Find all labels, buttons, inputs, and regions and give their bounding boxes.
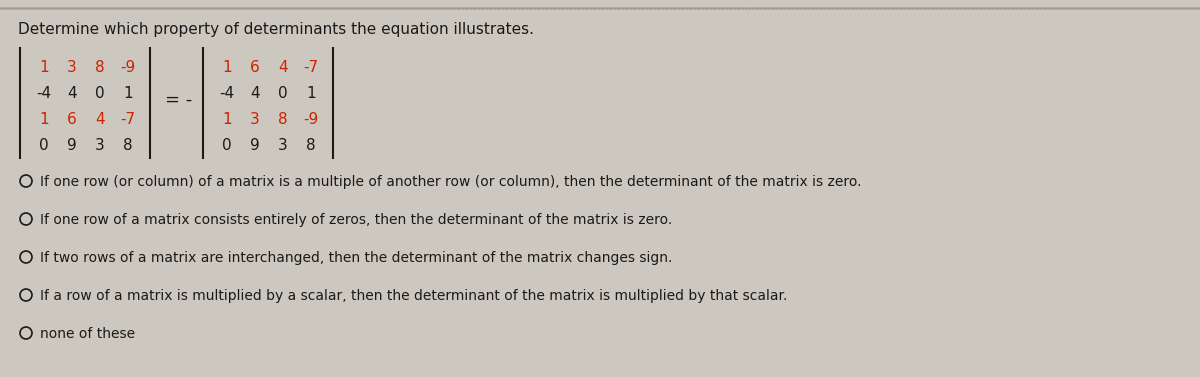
Text: 4: 4 — [278, 60, 288, 75]
Text: If two rows of a matrix are interchanged, then the determinant of the matrix cha: If two rows of a matrix are interchanged… — [40, 251, 672, 265]
Text: -4: -4 — [36, 86, 52, 101]
Text: 4: 4 — [95, 112, 104, 127]
Text: 1: 1 — [40, 60, 49, 75]
Text: = -: = - — [166, 91, 192, 109]
Text: -7: -7 — [120, 112, 136, 127]
Text: 4: 4 — [67, 86, 77, 101]
Text: 3: 3 — [67, 60, 77, 75]
Text: 1: 1 — [306, 86, 316, 101]
Text: If one row of a matrix consists entirely of zeros, then the determinant of the m: If one row of a matrix consists entirely… — [40, 213, 672, 227]
Text: 0: 0 — [278, 86, 288, 101]
Text: -9: -9 — [304, 112, 319, 127]
Text: none of these: none of these — [40, 327, 136, 341]
Text: If one row (or column) of a matrix is a multiple of another row (or column), the: If one row (or column) of a matrix is a … — [40, 175, 862, 189]
Text: 9: 9 — [250, 138, 260, 153]
Text: 3: 3 — [95, 138, 104, 153]
Text: 8: 8 — [95, 60, 104, 75]
Text: 8: 8 — [278, 112, 288, 127]
Text: 0: 0 — [222, 138, 232, 153]
Text: 8: 8 — [124, 138, 133, 153]
Text: 1: 1 — [222, 60, 232, 75]
Text: 4: 4 — [250, 86, 260, 101]
Text: If a row of a matrix is multiplied by a scalar, then the determinant of the matr: If a row of a matrix is multiplied by a … — [40, 289, 787, 303]
Text: 1: 1 — [124, 86, 133, 101]
Text: Determine which property of determinants the equation illustrates.: Determine which property of determinants… — [18, 22, 534, 37]
Text: 3: 3 — [278, 138, 288, 153]
Text: 6: 6 — [67, 112, 77, 127]
Text: 8: 8 — [306, 138, 316, 153]
Text: 3: 3 — [250, 112, 260, 127]
Text: 9: 9 — [67, 138, 77, 153]
Text: 1: 1 — [222, 112, 232, 127]
Text: 6: 6 — [250, 60, 260, 75]
Text: -4: -4 — [220, 86, 234, 101]
Text: 0: 0 — [95, 86, 104, 101]
Text: 0: 0 — [40, 138, 49, 153]
Text: -9: -9 — [120, 60, 136, 75]
Text: -7: -7 — [304, 60, 318, 75]
Text: 1: 1 — [40, 112, 49, 127]
